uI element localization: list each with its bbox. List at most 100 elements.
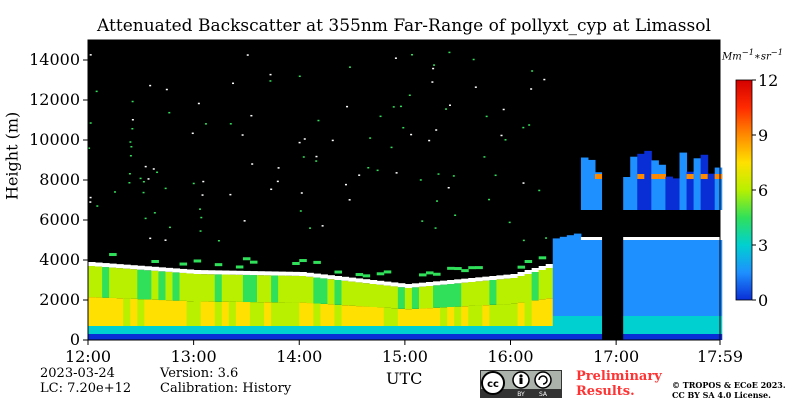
heatmap-cell [651, 240, 659, 316]
heatmap-cell [693, 158, 702, 210]
heatmap-cell [271, 334, 279, 340]
heatmap-cell [538, 299, 547, 326]
heatmap-cell [327, 279, 335, 305]
noise-dot [528, 124, 531, 126]
heatmap-cell [158, 300, 166, 326]
heatmap-cell [299, 334, 307, 340]
noise-dot [500, 134, 503, 137]
heatmap-cell [503, 274, 512, 279]
heatmap-cell [193, 301, 202, 326]
copyright-line2: CC BY SA 4.0 License. [672, 390, 771, 400]
heatmap-cell [426, 326, 434, 334]
heatmap-cell [306, 272, 314, 277]
x-tick-label: 16:00 [487, 347, 533, 366]
heatmap-cell [390, 282, 399, 287]
noise-dot [130, 145, 133, 148]
noise-dot [251, 163, 254, 165]
colorbar-tick-label: 9 [758, 126, 768, 145]
preliminary-notice: Preliminary Results. [576, 369, 662, 399]
noise-dot [488, 198, 491, 201]
noise-dot [131, 127, 134, 130]
heatmap-cell [172, 268, 181, 273]
noise-dot [309, 227, 312, 229]
heatmap-cell [524, 301, 533, 326]
heatmap-cell [109, 297, 117, 326]
heatmap-cell [623, 177, 631, 210]
heatmap-cell [475, 277, 483, 282]
heatmap-cell [341, 334, 350, 340]
noise-dot [139, 177, 142, 180]
heatmap-cell [545, 334, 554, 340]
heatmap-cell [278, 326, 286, 334]
colorbar-unit-label: Mm−1∗sr−1 [722, 47, 784, 63]
heatmap-cell [285, 302, 293, 326]
noise-dot [243, 220, 246, 222]
heatmap-cell [151, 259, 159, 263]
heatmap-cell [313, 334, 321, 340]
heatmap-cell [475, 266, 483, 270]
noise-dot [269, 73, 272, 76]
heatmap-cell [433, 307, 441, 326]
heatmap-cell [496, 279, 504, 305]
heatmap-cell [95, 262, 103, 267]
heatmap-cell [517, 334, 526, 340]
y-axis-label: Height (m) [2, 111, 22, 200]
heatmap-cell [461, 269, 469, 273]
heatmap-cell [144, 334, 152, 340]
heatmap-cell [595, 316, 603, 334]
heatmap-cell [257, 302, 265, 326]
heatmap-cell [447, 334, 455, 340]
noise-dot [250, 114, 253, 117]
heatmap-cell [214, 274, 223, 302]
x-tick-label: 15:00 [382, 347, 428, 366]
heatmap-cell [503, 326, 512, 334]
noise-dot [197, 102, 200, 105]
heatmap-cell [137, 265, 145, 270]
heatmap-cell [327, 334, 335, 340]
plot-frame [87, 39, 721, 341]
noise-dot [522, 126, 525, 129]
heatmap-cell [144, 299, 152, 326]
heatmap-cell [454, 306, 462, 326]
heatmap-cell [637, 334, 645, 340]
heatmap-cell [334, 326, 343, 334]
heatmap-cell [235, 274, 244, 302]
noise-dot [200, 216, 203, 219]
heatmap-cell [686, 171, 695, 210]
heatmap-cell [524, 326, 533, 334]
heatmap-cell [88, 326, 96, 334]
heatmap-cell [242, 274, 251, 303]
heatmap-cell [383, 285, 392, 308]
heatmap-cell [482, 280, 490, 306]
noise-dot [395, 172, 398, 174]
noise-dot [543, 78, 546, 81]
heatmap-cell [707, 334, 716, 340]
calibration-text: Calibration: History [160, 381, 292, 396]
heatmap-cell [630, 334, 638, 340]
heatmap-cell [552, 316, 561, 334]
heatmap-cell [651, 316, 659, 334]
heatmap-cell [257, 271, 265, 276]
heatmap-cell [545, 264, 554, 268]
noise-dot [348, 66, 351, 68]
heatmap-cell [271, 275, 279, 303]
heatmap-cell [285, 334, 293, 340]
noise-dot [472, 58, 475, 61]
heatmap-cell [637, 153, 645, 210]
heatmap-cell [447, 280, 455, 284]
heatmap-cell [672, 334, 681, 340]
noise-dot [164, 239, 167, 241]
heatmap-cell [503, 304, 512, 326]
heatmap-cell [595, 334, 603, 340]
heatmap-cell [221, 301, 230, 326]
heatmap-cell [137, 299, 145, 326]
heatmap-cell [510, 278, 519, 304]
heatmap-cell [235, 265, 244, 269]
heatmap-cell [714, 240, 723, 316]
noise-dot [419, 179, 422, 181]
noise-dot [369, 137, 372, 139]
noise-dot [436, 200, 439, 202]
heatmap-cell [454, 334, 462, 340]
heatmap-cell [207, 334, 216, 340]
